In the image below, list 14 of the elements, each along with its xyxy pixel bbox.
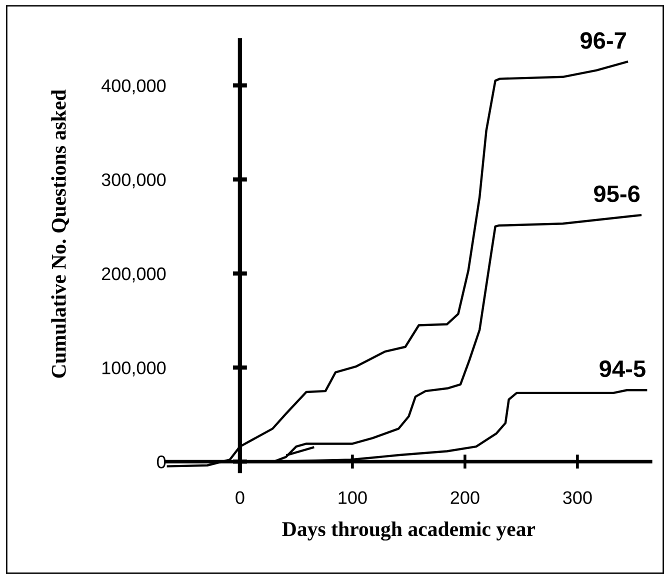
y-axis-title: Cumulative No. Questions asked xyxy=(51,90,70,378)
series-label: 95-6 xyxy=(594,185,640,202)
x-tick-label: 300 xyxy=(563,491,592,504)
y-tick-label: 400,000 xyxy=(102,79,166,94)
y-tick-label: 0 xyxy=(157,456,166,468)
y-tick-label: 200,000 xyxy=(102,267,166,282)
x-tick-label: 200 xyxy=(450,491,480,504)
x-tick-label: 100 xyxy=(338,491,367,504)
series-label: 94-5 xyxy=(600,360,646,378)
x-axis-title: Days through academic year xyxy=(282,522,536,541)
x-tick-label: 0 xyxy=(236,491,244,504)
y-tick-label: 100,000 xyxy=(102,361,166,376)
y-tick-label: 300,000 xyxy=(102,173,166,188)
series-label: 96-7 xyxy=(580,32,626,49)
